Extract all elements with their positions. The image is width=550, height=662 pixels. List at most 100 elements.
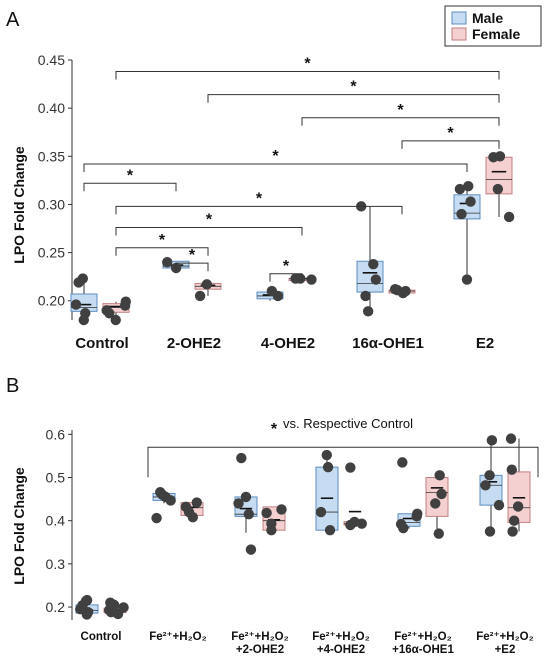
data-point [456,209,466,219]
data-point [495,151,505,161]
y-tick-label: 0.5 [46,470,66,486]
data-point [465,196,475,206]
data-point [412,509,422,519]
data-point [436,489,446,499]
panel-b-note-star: * [271,421,278,438]
data-point [484,470,494,480]
data-point [267,286,277,296]
legend-swatch-female [452,28,466,40]
significance-star: * [283,258,290,275]
box-female-0 [101,297,131,326]
x-tick-label: 16α-OHE1 [352,335,424,352]
data-point [487,435,497,445]
bracket-line [116,72,499,80]
x-tick-label: 2-OHE2 [167,335,221,352]
data-point [162,257,172,267]
data-point [434,528,444,538]
x-tick-label: +16α-OHE1 [392,644,454,656]
data-point [244,509,254,519]
x-tick-label: Fe²⁺+H₂O₂ [394,631,452,643]
data-point [396,519,406,529]
significance-star: * [397,102,404,119]
data-point [236,453,246,463]
data-point [80,308,90,318]
bracket-line [116,228,302,236]
box-female-1 [181,497,203,522]
data-point [276,504,286,514]
data-point [118,602,128,612]
significance-star: * [127,167,134,184]
box-female-3 [389,284,415,298]
box-male-3 [356,201,383,316]
panel-b-label: B [6,375,19,397]
data-point [371,274,381,284]
data-point [363,306,373,316]
x-tick-label: +2-OHE2 [236,644,284,656]
data-point [494,500,504,510]
significance-star: * [304,56,311,73]
data-point [434,470,444,480]
y-tick-label: 0.40 [38,100,65,116]
box-male-1 [151,487,175,523]
y-tick-label: 0.35 [38,148,65,164]
data-point [493,184,503,194]
data-point [504,212,514,222]
y-tick-label: 0.6 [46,426,66,442]
legend: Male Female [445,6,541,46]
data-point [241,492,251,502]
legend-swatch-male [452,12,466,24]
data-point [368,259,378,269]
data-point [507,526,517,536]
box-female-5 [506,433,530,536]
significance-star: * [447,125,454,142]
x-tick-label: Fe²⁺+H₂O₂ [312,631,370,643]
box-female-0 [104,598,129,620]
bracket-line [208,95,499,103]
y-tick-label: 0.3 [46,556,66,572]
data-point [295,273,305,283]
bracket-line [302,118,499,126]
data-point [306,274,316,284]
significance-bracket: * [402,125,499,149]
data-point [506,433,516,443]
y-tick-label: 0.45 [38,52,65,68]
box-female-3 [344,462,367,530]
y-tick-label: 0.25 [38,245,65,261]
significance-bracket: * [84,167,176,191]
data-point [323,462,333,472]
legend-label-male: Male [472,10,503,26]
data-point [485,526,495,536]
data-point [345,462,355,472]
x-tick-label: Fe²⁺+H₂O₂ [149,631,207,643]
data-point [151,513,161,523]
data-point [463,181,473,191]
significance-bracket: * [208,79,499,103]
data-point [507,465,517,475]
box-male-0 [71,273,97,325]
significance-star: * [159,232,166,249]
data-point [462,274,472,284]
significance-star: * [256,190,263,207]
y-tick-label: 0.4 [46,513,66,529]
box-female-4 [486,151,514,222]
data-point [82,595,92,605]
data-point [71,299,81,309]
x-tick-label: +4-OHE2 [317,644,365,656]
box-female-4 [426,470,448,539]
panel-b-y-axis-label: LPO Fold Change [11,467,27,585]
data-point [261,508,271,518]
y-tick-label: 0.20 [38,293,65,309]
data-point [101,305,111,315]
data-point [155,487,165,497]
data-point [78,273,88,283]
box-male-0 [75,595,98,620]
data-point [192,497,202,507]
data-point [105,598,115,608]
x-tick-label: Fe²⁺+H₂O₂ [476,631,534,643]
panel-a-label: A [6,9,20,31]
significance-star: * [272,148,279,165]
significance-bracket: * [116,56,499,80]
data-point [202,279,212,289]
y-tick-label: 0.2 [46,599,66,615]
